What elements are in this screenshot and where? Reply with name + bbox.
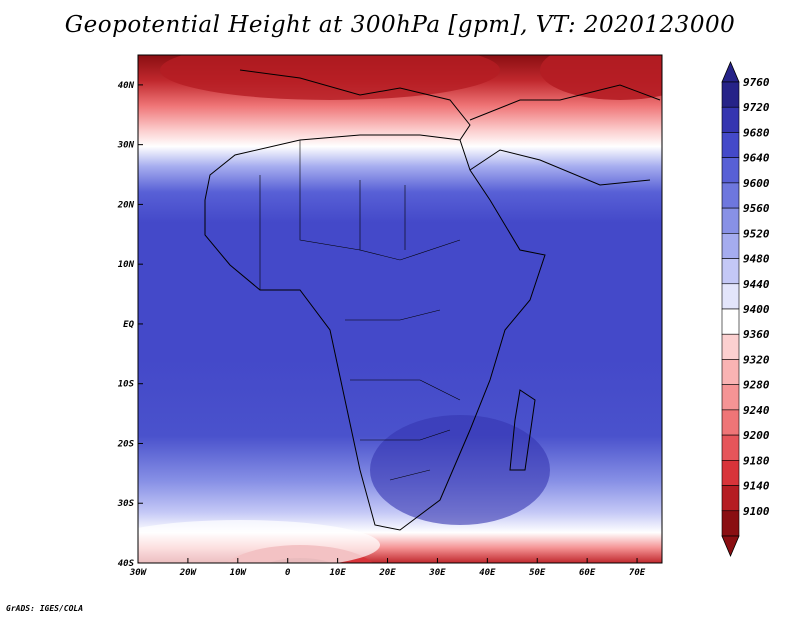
grads-credit: GrADS: IGES/COLA — [6, 604, 84, 613]
colorbar-swatch — [721, 510, 740, 537]
colorbar-label: 9180 — [743, 454, 770, 467]
longitude-ticks: 30W 20W 10W 0 10E 20E 30E 40E 50E 60E 70E — [129, 558, 646, 578]
lat-tick-label: EQ — [123, 320, 134, 330]
lon-tick-label: 30W — [129, 568, 148, 578]
lon-tick-label: 40E — [479, 568, 496, 578]
lat-tick-label: 10S — [118, 380, 135, 390]
colorbar-swatch — [721, 333, 740, 360]
lat-tick-label: 10N — [118, 260, 135, 270]
colorbar-label: 9560 — [743, 202, 770, 215]
map-title: Geopotential Height at 300hPa [gpm], VT:… — [64, 12, 736, 38]
colorbar-label: 9360 — [743, 328, 770, 341]
colorbar-label: 9520 — [743, 227, 770, 240]
lat-tick-label: 30S — [117, 499, 135, 509]
colorbar: 9760 9720 9680 9640 9600 9560 9520 9480 9440 9400… — [721, 60, 770, 558]
colorbar-label: 9680 — [743, 126, 770, 139]
colorbar-swatch — [721, 409, 740, 436]
colorbar-top-arrow — [721, 60, 740, 83]
colorbar-swatch — [721, 460, 740, 486]
colorbar-swatch — [721, 132, 740, 158]
colorbar-swatch — [721, 182, 740, 209]
colorbar-swatch — [721, 384, 740, 411]
colorbar-swatch — [721, 359, 740, 385]
lat-tick-label: 40S — [118, 559, 135, 569]
colorbar-swatch — [721, 233, 740, 259]
colorbar-label: 9320 — [743, 353, 770, 366]
colorbar-swatch — [721, 283, 740, 310]
map-frame — [137, 54, 663, 564]
colorbar-label: 9280 — [743, 379, 770, 392]
coastlines — [204, 69, 661, 531]
colorbar-swatch — [721, 308, 740, 335]
colorbar-label: 9640 — [743, 152, 770, 165]
colorbar-label: 9140 — [743, 480, 770, 493]
lat-tick-label: 30N — [117, 141, 135, 151]
colorbar-swatch — [721, 485, 740, 512]
lat-tick-label: 40N — [118, 81, 135, 91]
colorbar-label: 9480 — [743, 253, 770, 266]
lon-tick-label: 20W — [179, 568, 198, 578]
lon-tick-label: 60E — [579, 568, 596, 578]
colorbar-bottom-arrow — [721, 535, 740, 558]
colorbar-label: 9200 — [743, 429, 770, 442]
colorbar-swatch — [721, 106, 740, 133]
colorbar-swatch — [721, 434, 740, 461]
colorbar-label: 9240 — [743, 404, 770, 417]
colorbar-label: 9400 — [743, 303, 770, 316]
lon-tick-label: 30E — [428, 568, 446, 578]
lon-tick-label: 0 — [285, 568, 291, 578]
lat-tick-label: 20N — [117, 200, 135, 210]
colorbar-swatch — [721, 207, 740, 234]
latitude-ticks: 40N 30N 20N 10N EQ 10S 20S 30S 40S — [117, 81, 143, 569]
lon-tick-label: 20E — [378, 568, 396, 578]
country-borders — [259, 140, 461, 481]
height-field — [138, 55, 662, 563]
colorbar-label: 9100 — [743, 505, 770, 518]
colorbar-label: 9440 — [743, 278, 770, 291]
lon-tick-label: 10E — [329, 568, 346, 578]
colorbar-label: 9600 — [743, 177, 770, 190]
lat-tick-label: 20S — [117, 439, 135, 449]
lon-tick-label: 50E — [529, 568, 546, 578]
colorbar-label: 9760 — [743, 76, 770, 89]
colorbar-swatch — [721, 157, 740, 184]
colorbar-label: 9720 — [743, 101, 770, 114]
colorbar-swatch — [721, 258, 740, 285]
lon-tick-label: 70E — [629, 568, 646, 578]
colorbar-swatch — [721, 81, 740, 108]
lon-tick-label: 10W — [230, 568, 248, 578]
